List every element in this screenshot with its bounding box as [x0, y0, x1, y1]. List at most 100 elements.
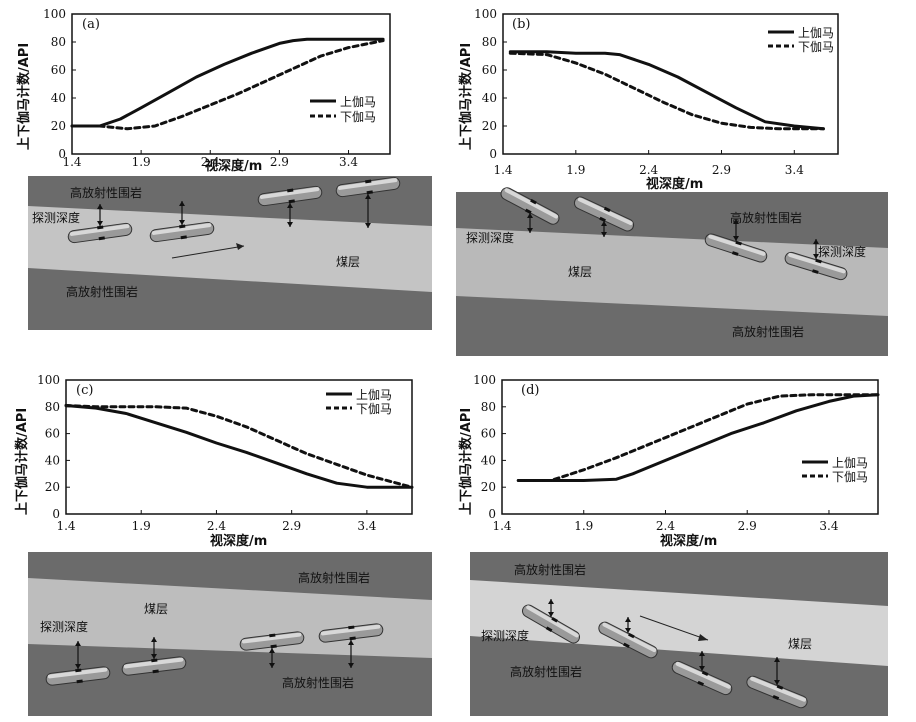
chart-c-ytick-label: 60 [45, 427, 60, 441]
chart-d-frame [501, 379, 879, 515]
probe-body [784, 251, 848, 281]
probe-depth-arrow-head [548, 612, 554, 617]
probe-highlight [504, 188, 559, 219]
chart-a-ylabel: 上下伽马计数/API [16, 43, 32, 150]
chart-a-legend: 上伽马 下伽马 [310, 94, 376, 124]
probe-highlight [259, 187, 320, 199]
scene-b-rock-top-label: 高放射性围岩 [730, 210, 802, 225]
legend-a-lower: 下伽马 [340, 109, 376, 124]
chart-b-xlabel: 视深度/m [646, 176, 703, 192]
scene-a-probe [257, 185, 323, 227]
scene-b-probe [573, 196, 635, 237]
scene-d-probe [598, 617, 658, 659]
probe-body [45, 666, 111, 686]
scene-a-motion-arrow [171, 245, 245, 259]
probe-highlight [69, 224, 130, 236]
probe-sensor-top [776, 684, 784, 690]
scene-d-rock-top-label: 高放射性围岩 [514, 562, 586, 577]
probe-sensor-top [287, 188, 294, 193]
chart-a-xtick-label: 1.4 [62, 155, 81, 169]
probe-sensor-top [815, 258, 822, 264]
scene-a-probe [149, 201, 215, 243]
chart-d-ytick-label: 100 [473, 373, 496, 387]
probe-depth-arrow-head [151, 654, 157, 659]
probe-sensor-bottom [599, 216, 606, 223]
probe-sensor-bottom [623, 642, 630, 649]
chart-a-ytick-label: 40 [51, 91, 66, 105]
probe-depth-arrow-head [365, 223, 371, 228]
probe-sensor-top [365, 179, 372, 184]
chart-c-ytick-label: 40 [45, 453, 60, 467]
probe-sensor-bottom [98, 236, 105, 241]
chart-c-plot: 0 20 40 60 80 100 1.4 1.9 2.4 2.9 3.4 [37, 373, 414, 533]
scene-b-coal [456, 228, 888, 316]
probe-depth-arrow-head [179, 201, 185, 206]
chart-b: (b) 上下伽马计数/API 视深度/m 上伽马 下伽马 [458, 13, 839, 192]
probe-depth-arrow-head [699, 651, 705, 656]
legend-c-upper: 上伽马 [356, 387, 392, 402]
chart-c-ytick-label: 80 [45, 400, 60, 414]
probe-sensor-top [735, 240, 742, 246]
scene-c-depth-label: 探测深度 [40, 619, 88, 634]
chart-a-ytick-label: 0 [58, 147, 66, 161]
chart-d-xtick-label: 2.9 [738, 519, 757, 533]
scene-a-coal-label: 煤层 [336, 255, 360, 269]
chart-d-ytick-label: 20 [481, 480, 496, 494]
scene-d-coal-label: 煤层 [788, 637, 812, 651]
probe-sensor-bottom [152, 669, 159, 674]
chart-b-ytick-label: 60 [482, 63, 497, 77]
probe-highlight [241, 632, 302, 644]
chart-b-frame [502, 13, 839, 155]
scene-a-rock-bottom-label: 高放射性围岩 [66, 284, 138, 299]
chart-b-ylabel: 上下伽马计数/API [458, 43, 474, 150]
chart-a-plot: 0 20 40 60 80 100 1.4 1.9 2.4 2.9 3.4 [43, 7, 385, 169]
probe-depth-arrow-head [97, 204, 103, 209]
scene-a: 高放射性围岩 探测深度 煤层 高放射性围岩 [28, 176, 432, 330]
probe-sensor-top [348, 625, 355, 630]
probe-highlight [708, 234, 766, 256]
chart-c-ytick-label: 100 [37, 373, 60, 387]
probe-sensor-top [603, 206, 611, 213]
chart-c-xtick-label: 1.4 [56, 519, 75, 533]
chart-c-legend: 上伽马 下伽马 [326, 387, 392, 416]
chart-b-xtick-label: 3.4 [785, 163, 804, 177]
probe-depth-arrow-head [287, 222, 293, 227]
chart-b-series-upper [508, 50, 825, 131]
probe-depth-arrow-head [733, 219, 739, 224]
probe-body [239, 631, 305, 651]
chart-a-xtick-label: 2.4 [201, 155, 220, 169]
probe-sensor-bottom [180, 235, 187, 240]
probe-sensor-top [628, 632, 635, 639]
probe-depth-arrow-head [813, 254, 819, 259]
probe-body [500, 187, 560, 225]
probe-depth-arrow-head [269, 663, 275, 668]
probe-depth-arrow-head [625, 617, 631, 622]
chart-c-ytick-label: 20 [45, 480, 60, 494]
scene-a-probe [335, 176, 401, 228]
chart-b-ytick-label: 40 [482, 91, 497, 105]
chart-b-ytick-label: 0 [489, 147, 497, 161]
chart-d-ytick-label: 40 [481, 453, 496, 467]
scene-a-rock-top-label: 高放射性围岩 [70, 185, 142, 200]
probe-sensor-bottom [366, 190, 373, 195]
chart-b-ytick-label: 20 [482, 119, 497, 133]
chart-c-xtick-label: 1.9 [132, 519, 151, 533]
chart-a-xtick-label: 1.9 [132, 155, 151, 169]
chart-a-xlabel: 视深度/m [205, 158, 262, 174]
chart-d-label: (d) [521, 383, 539, 398]
probe-highlight [577, 197, 633, 226]
probe-sensor-top [151, 658, 158, 663]
scene-c-probe [239, 631, 305, 668]
chart-b-plot: 0 20 40 60 80 100 1.4 1.9 2.4 2.9 3.4 [474, 7, 825, 177]
probe-sensor-bottom [288, 199, 295, 204]
probe-highlight [602, 622, 657, 653]
chart-a-frame [71, 13, 391, 155]
scene-d-motion-arrow-head [698, 634, 708, 641]
scene-d-depth-label: 探测深度 [481, 628, 529, 643]
probe-sensor-top [97, 225, 104, 230]
scene-a-motion-arrow-head [236, 243, 244, 250]
probe-highlight [788, 252, 846, 274]
chart-c-xlabel: 视深度/m [210, 533, 267, 549]
chart-d-series-lower [516, 393, 880, 482]
chart-a-ytick-label: 20 [51, 119, 66, 133]
